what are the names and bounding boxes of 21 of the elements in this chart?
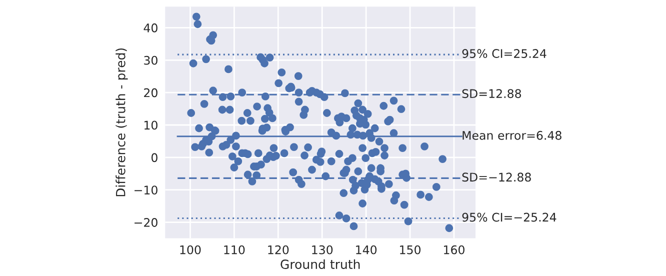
- x-tick-label: 140: [356, 245, 377, 254]
- x-tick-label: 150: [400, 245, 421, 254]
- x-tick-label: 160: [444, 245, 464, 254]
- x-tick-label: 100: [180, 245, 201, 254]
- x-tick-label: 120: [268, 245, 289, 254]
- x-axis-title: Ground truth: [280, 259, 360, 270]
- annotation: 95% CI=25.24: [462, 49, 546, 58]
- annotation: SD=−12.88: [462, 172, 531, 182]
- x-tick-label: 130: [312, 245, 333, 254]
- y-tick-label: 10: [144, 120, 158, 130]
- y-tick-label: −10: [134, 186, 158, 195]
- y-axis-title: Difference (truth - pred): [116, 48, 128, 196]
- y-tick-label: −20: [134, 218, 158, 227]
- y-tick-label: 20: [144, 88, 158, 98]
- y-tick-label: 40: [144, 23, 158, 32]
- y-tick-label: 0: [151, 153, 158, 162]
- x-tick-label: 110: [224, 245, 245, 254]
- y-tick-label: 30: [144, 56, 158, 65]
- annotation: SD=12.88: [462, 89, 522, 98]
- annotation: 95% CI=−25.24: [462, 212, 556, 222]
- ref-line-label: Mean error=6.48: [462, 130, 562, 140]
